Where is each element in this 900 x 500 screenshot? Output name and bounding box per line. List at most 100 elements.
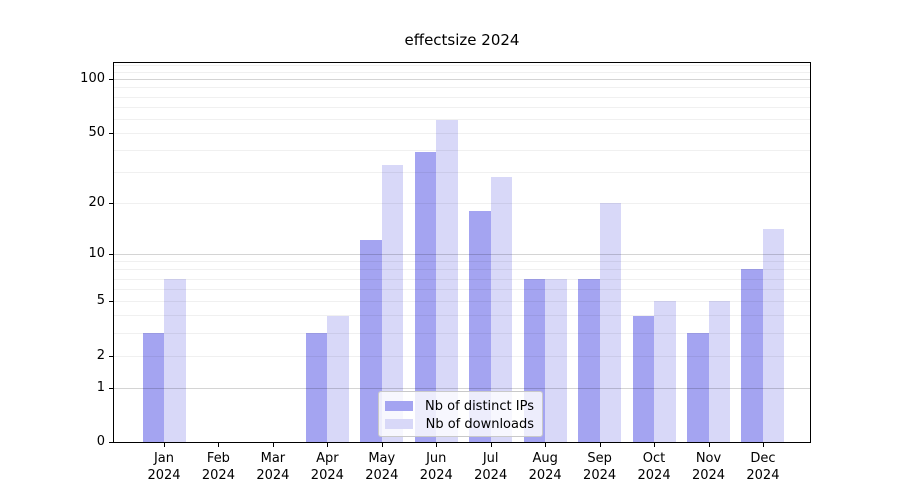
bar-downloads-aug — [545, 278, 567, 442]
x-tick-month: Nov — [695, 451, 722, 466]
gridline-minor — [114, 71, 810, 73]
y-tick-mark — [109, 442, 113, 443]
y-tick-mark — [109, 253, 113, 255]
gridline-minor — [114, 301, 810, 303]
plot-canvas — [114, 63, 810, 442]
y-tick-label: 0 — [96, 434, 105, 449]
bar-downloads-sep — [599, 202, 622, 442]
bar-downloads-jan — [164, 278, 186, 442]
legend-swatch-distinct-ips — [385, 401, 413, 411]
x-tick-mark — [490, 443, 492, 447]
bar-distinct-ips-sep — [578, 278, 600, 442]
x-tick-mark — [762, 443, 764, 447]
gridline-minor — [114, 278, 810, 280]
legend-label-distinct-ips: Nb of distinct IPs — [425, 398, 534, 414]
gridline-minor — [114, 269, 810, 271]
legend: Nb of distinct IPs Nb of downloads — [378, 391, 543, 437]
y-tick-label: 2 — [96, 347, 105, 363]
y-tick-label: 5 — [96, 293, 105, 309]
y-tick-mark — [109, 301, 113, 303]
x-tick-year: 2024 — [528, 468, 562, 483]
x-tick-mark — [599, 443, 601, 447]
gridline-minor — [114, 289, 810, 291]
bar-distinct-ips-jul — [469, 210, 491, 442]
x-tick-mark — [436, 443, 438, 447]
x-tick-year: 2024 — [691, 468, 726, 483]
x-tick-month: Jun — [426, 451, 447, 466]
gridline-minor — [114, 132, 810, 134]
x-tick-mark — [545, 443, 547, 447]
x-tick-month: May — [368, 451, 396, 466]
x-tick-label: Jun 2024 — [406, 450, 466, 484]
bar-distinct-ips-may — [360, 240, 382, 442]
legend-item-downloads: Nb of downloads — [385, 415, 534, 433]
y-tick-label: 50 — [88, 124, 105, 140]
x-tick-month: Sep — [587, 451, 612, 466]
bar-downloads-jun — [436, 120, 458, 442]
y-tick-label: 100 — [80, 71, 105, 87]
x-tick-month: Apr — [316, 451, 339, 466]
x-tick-label: Jan 2024 — [134, 450, 194, 484]
x-tick-mark — [327, 443, 329, 447]
legend-item-distinct-ips: Nb of distinct IPs — [385, 397, 534, 415]
gridline-minor — [114, 202, 810, 204]
y-tick-mark — [109, 79, 113, 81]
y-tick-mark — [109, 355, 113, 357]
y-tick-label: 20 — [88, 194, 105, 210]
x-tick-label: Nov 2024 — [679, 450, 739, 484]
gridline-minor — [114, 118, 810, 120]
x-tick-year: 2024 — [746, 468, 780, 483]
x-tick-label: May 2024 — [352, 450, 412, 484]
bar-downloads-oct — [654, 301, 676, 442]
bar-distinct-ips-nov — [687, 333, 709, 442]
y-tick-label: 1 — [96, 379, 105, 395]
x-tick-mark — [381, 443, 383, 447]
y-tick-mark — [109, 132, 113, 134]
bar-distinct-ips-jun — [414, 152, 437, 442]
x-tick-month: Jan — [153, 451, 175, 466]
x-tick-label: Oct 2024 — [624, 450, 684, 484]
gridline-minor — [114, 333, 810, 335]
bar-distinct-ips-oct — [632, 315, 655, 442]
gridline-minor — [114, 261, 810, 262]
x-tick-month: Jul — [482, 451, 499, 466]
gridline-major — [114, 387, 810, 389]
bar-downloads-dec — [762, 229, 785, 442]
y-tick-label: 10 — [88, 245, 105, 261]
x-tick-year: 2024 — [201, 468, 235, 483]
x-tick-mark — [164, 443, 165, 447]
x-tick-year: 2024 — [147, 468, 181, 483]
x-tick-label: Dec 2024 — [733, 450, 793, 484]
x-tick-year: 2024 — [637, 468, 671, 483]
x-tick-label: Jul 2024 — [461, 450, 521, 484]
x-tick-label: Apr 2024 — [297, 450, 357, 484]
x-tick-year: 2024 — [256, 468, 290, 483]
gridline-minor — [114, 65, 810, 67]
x-tick-month: Oct — [642, 451, 666, 466]
bar-distinct-ips-apr — [305, 333, 328, 442]
x-tick-label: Mar 2024 — [243, 450, 303, 484]
gridline-minor — [114, 87, 810, 89]
bar-distinct-ips-dec — [741, 269, 763, 442]
gridline-minor — [114, 96, 810, 98]
plot-area — [113, 62, 811, 443]
x-tick-year: 2024 — [310, 468, 344, 483]
x-tick-mark — [654, 443, 656, 447]
x-tick-year: 2024 — [474, 468, 508, 483]
legend-swatch-downloads — [385, 419, 413, 429]
gridline-minor — [114, 355, 810, 357]
x-tick-month: Aug — [532, 451, 558, 466]
x-tick-month: Mar — [260, 451, 286, 466]
bar-downloads-may — [381, 164, 404, 442]
gridline-major — [114, 253, 810, 255]
gridline-minor — [114, 106, 810, 108]
x-tick-mark — [218, 443, 220, 447]
y-tick-mark — [109, 202, 113, 204]
bar-distinct-ips-jan — [142, 333, 164, 442]
gridline-minor — [114, 172, 810, 174]
x-tick-year: 2024 — [365, 468, 399, 483]
gridline-minor — [114, 315, 810, 317]
x-tick-year: 2024 — [583, 468, 617, 483]
bar-downloads-jul — [490, 177, 513, 442]
